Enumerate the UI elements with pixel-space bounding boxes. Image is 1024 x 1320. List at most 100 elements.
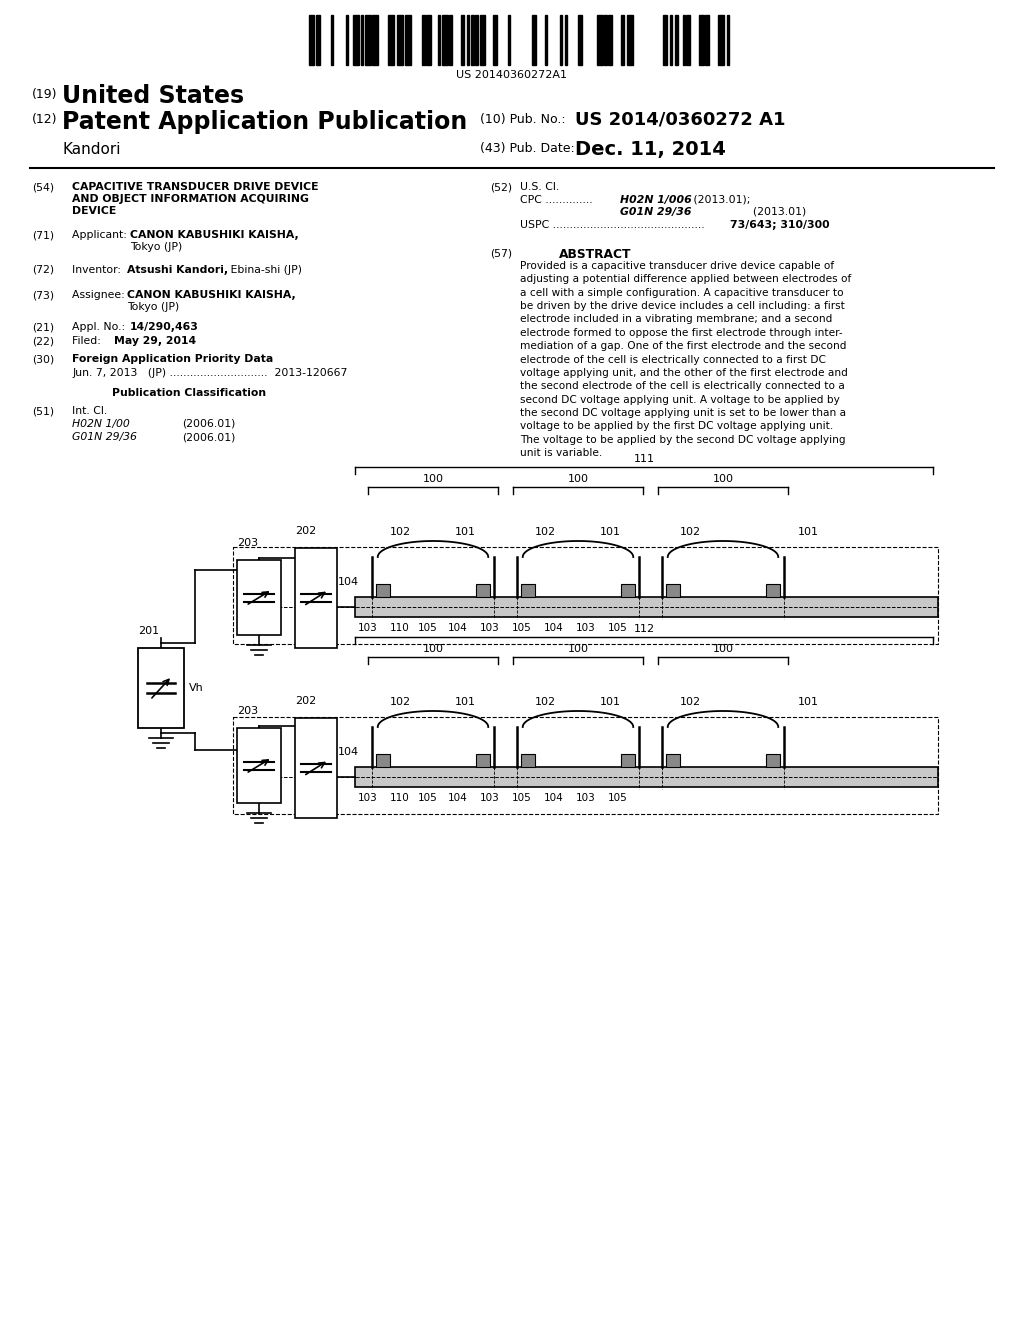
Bar	[138, 648, 184, 729]
Text: 105: 105	[418, 623, 438, 634]
Text: 100: 100	[567, 474, 589, 484]
Bar	[237, 560, 281, 635]
Bar	[295, 548, 337, 648]
Bar	[621, 15, 624, 65]
Bar	[365, 15, 371, 65]
Bar	[608, 15, 612, 65]
Text: 103: 103	[480, 623, 500, 634]
Bar	[521, 754, 535, 767]
Text: U.S. Cl.: U.S. Cl.	[520, 182, 559, 191]
Text: 103: 103	[358, 623, 378, 634]
Bar	[309, 15, 314, 65]
Text: 112: 112	[634, 624, 654, 634]
Text: CAPACITIVE TRANSDUCER DRIVE DEVICE: CAPACITIVE TRANSDUCER DRIVE DEVICE	[72, 182, 318, 191]
Text: (2006.01): (2006.01)	[182, 418, 236, 429]
Text: 105: 105	[608, 623, 628, 634]
Bar	[727, 15, 729, 65]
Text: H02N 1/00: H02N 1/00	[72, 418, 130, 429]
Bar	[316, 15, 319, 65]
Text: (43) Pub. Date:: (43) Pub. Date:	[480, 143, 574, 154]
Text: 101: 101	[455, 527, 475, 537]
Bar	[627, 15, 633, 65]
Text: 100: 100	[567, 644, 589, 653]
Text: Assignee:: Assignee:	[72, 290, 128, 300]
Text: (22): (22)	[32, 337, 54, 346]
Text: (2006.01): (2006.01)	[182, 432, 236, 442]
Text: Tokyo (JP): Tokyo (JP)	[127, 302, 179, 312]
Bar	[295, 718, 337, 818]
Bar	[766, 754, 780, 767]
Text: 104: 104	[544, 793, 564, 803]
Text: 101: 101	[798, 527, 818, 537]
Text: (19): (19)	[32, 88, 57, 102]
Bar	[480, 15, 485, 65]
Text: Foreign Application Priority Data: Foreign Application Priority Data	[72, 354, 273, 364]
Text: 202: 202	[295, 525, 316, 536]
Bar	[545, 15, 547, 65]
Text: 100: 100	[423, 474, 443, 484]
Bar	[578, 15, 582, 65]
Text: 73/643; 310/300: 73/643; 310/300	[730, 220, 829, 230]
Bar	[461, 15, 464, 65]
Bar	[406, 15, 411, 65]
Text: 100: 100	[423, 644, 443, 653]
Text: (73): (73)	[32, 290, 54, 300]
Text: 103: 103	[358, 793, 378, 803]
Bar	[471, 15, 474, 65]
Text: (12): (12)	[32, 114, 57, 125]
Bar	[475, 15, 478, 65]
Text: May 29, 2014: May 29, 2014	[114, 337, 197, 346]
Text: 103: 103	[577, 623, 596, 634]
Text: CANON KABUSHIKI KAISHA,: CANON KABUSHIKI KAISHA,	[130, 230, 299, 240]
Text: (52): (52)	[490, 182, 512, 191]
Text: VI1: VI1	[237, 602, 255, 612]
Text: United States: United States	[62, 84, 244, 108]
Text: (71): (71)	[32, 230, 54, 240]
Text: AND OBJECT INFORMATION ACQUIRING: AND OBJECT INFORMATION ACQUIRING	[72, 194, 309, 205]
Text: (30): (30)	[32, 354, 54, 364]
Bar	[426, 15, 431, 65]
Bar	[683, 15, 685, 65]
Text: (72): (72)	[32, 265, 54, 275]
Text: Inventor:: Inventor:	[72, 265, 128, 275]
Text: (10) Pub. No.:: (10) Pub. No.:	[480, 114, 565, 125]
Bar	[493, 15, 497, 65]
Text: (51): (51)	[32, 407, 54, 416]
Bar	[361, 15, 362, 65]
Text: Tokyo (JP): Tokyo (JP)	[130, 242, 182, 252]
Bar	[353, 15, 359, 65]
Bar	[718, 15, 724, 65]
Text: (21): (21)	[32, 322, 54, 333]
Text: CANON KABUSHIKI KAISHA,: CANON KABUSHIKI KAISHA,	[127, 290, 296, 300]
Bar	[621, 754, 635, 767]
Text: (2013.01): (2013.01)	[690, 207, 806, 216]
Text: G01N 29/36: G01N 29/36	[72, 432, 137, 442]
Text: 104: 104	[449, 623, 468, 634]
Text: 101: 101	[455, 697, 475, 708]
Bar	[666, 583, 680, 597]
Bar	[388, 15, 394, 65]
Text: 102: 102	[680, 697, 700, 708]
Text: 105: 105	[512, 623, 531, 634]
Text: 101: 101	[798, 697, 818, 708]
Text: 104: 104	[449, 793, 468, 803]
Text: US 20140360272A1: US 20140360272A1	[457, 70, 567, 81]
Text: H02N 1/006: H02N 1/006	[620, 195, 692, 205]
Text: Patent Application Publication: Patent Application Publication	[62, 110, 467, 135]
Text: 203: 203	[237, 539, 258, 548]
Bar	[699, 15, 705, 65]
Text: 104: 104	[338, 747, 359, 756]
Bar	[766, 583, 780, 597]
Bar	[397, 15, 403, 65]
Bar	[532, 15, 536, 65]
Bar	[597, 15, 603, 65]
Text: 104: 104	[544, 623, 564, 634]
Text: Vh: Vh	[189, 682, 204, 693]
Text: 101: 101	[599, 697, 621, 708]
Text: Provided is a capacitive transducer drive device capable of
adjusting a potentia: Provided is a capacitive transducer driv…	[520, 261, 851, 458]
Text: Appl. No.:: Appl. No.:	[72, 322, 129, 333]
Text: 202: 202	[295, 696, 316, 706]
Text: G01N 29/36: G01N 29/36	[620, 207, 691, 216]
Text: 102: 102	[389, 697, 411, 708]
Text: VI2: VI2	[237, 772, 255, 781]
